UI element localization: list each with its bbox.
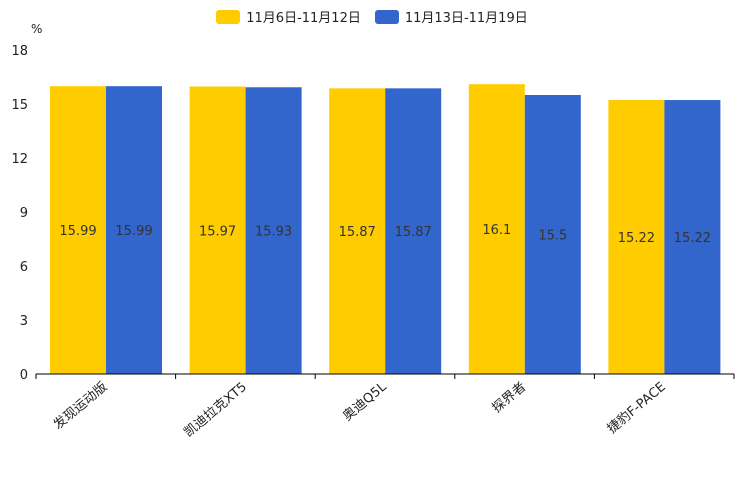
bar-value-label: 15.22 [618,231,655,246]
bar-series-2 [664,100,721,374]
bar-series-2 [524,95,581,374]
bar-value-label: 16.1 [482,223,511,238]
bar-series-2 [245,87,302,374]
bar-value-label: 15.5 [538,229,567,244]
bar-series-2 [106,86,162,375]
bar-value-label: 15.87 [395,225,432,240]
y-axis-unit-label: % [31,22,43,36]
x-tick-label: 凯迪拉克XT5 [181,380,250,441]
bar-series-1 [50,86,106,375]
bar-series-2 [385,88,442,374]
legend-item-series-2[interactable]: 11月13日-11月19日 [374,7,528,26]
x-tick-label: 奥迪Q5L [340,379,390,424]
y-tick-label: 0 [20,368,28,383]
bar-value-label: 15.99 [59,224,96,239]
x-tick-label: 探界者 [490,380,530,417]
legend-item-series-1[interactable]: 11月6日-11月12日 [216,7,361,26]
bar-value-label: 15.99 [115,224,152,239]
bar-value-label: 15.87 [339,225,376,240]
bar-series-1 [468,84,525,374]
y-tick-label: 6 [20,260,28,275]
legend-swatch-series-1 [216,9,241,24]
bar-value-label: 15.97 [199,224,236,239]
legend-label-series-1: 11月6日-11月12日 [246,11,361,26]
x-tick-label: 发现运动版 [50,379,110,433]
y-tick-label: 18 [11,44,28,59]
bar-series-1 [189,86,246,374]
legend: 11月6日-11月12日 11月13日-11月19日 [0,7,744,26]
y-tick-label: 12 [11,152,28,167]
bar-series-1 [329,88,386,374]
bar-series-1 [608,100,665,374]
x-tick-label: 捷豹F-PACE [605,380,669,437]
legend-label-series-2: 11月13日-11月19日 [404,11,528,26]
y-tick-label: 9 [20,206,28,221]
y-tick-label: 3 [20,314,28,329]
bar-value-label: 15.93 [255,225,292,240]
y-tick-label: 15 [11,98,28,113]
bar-value-label: 15.22 [674,231,711,246]
legend-swatch-series-2 [374,9,399,24]
